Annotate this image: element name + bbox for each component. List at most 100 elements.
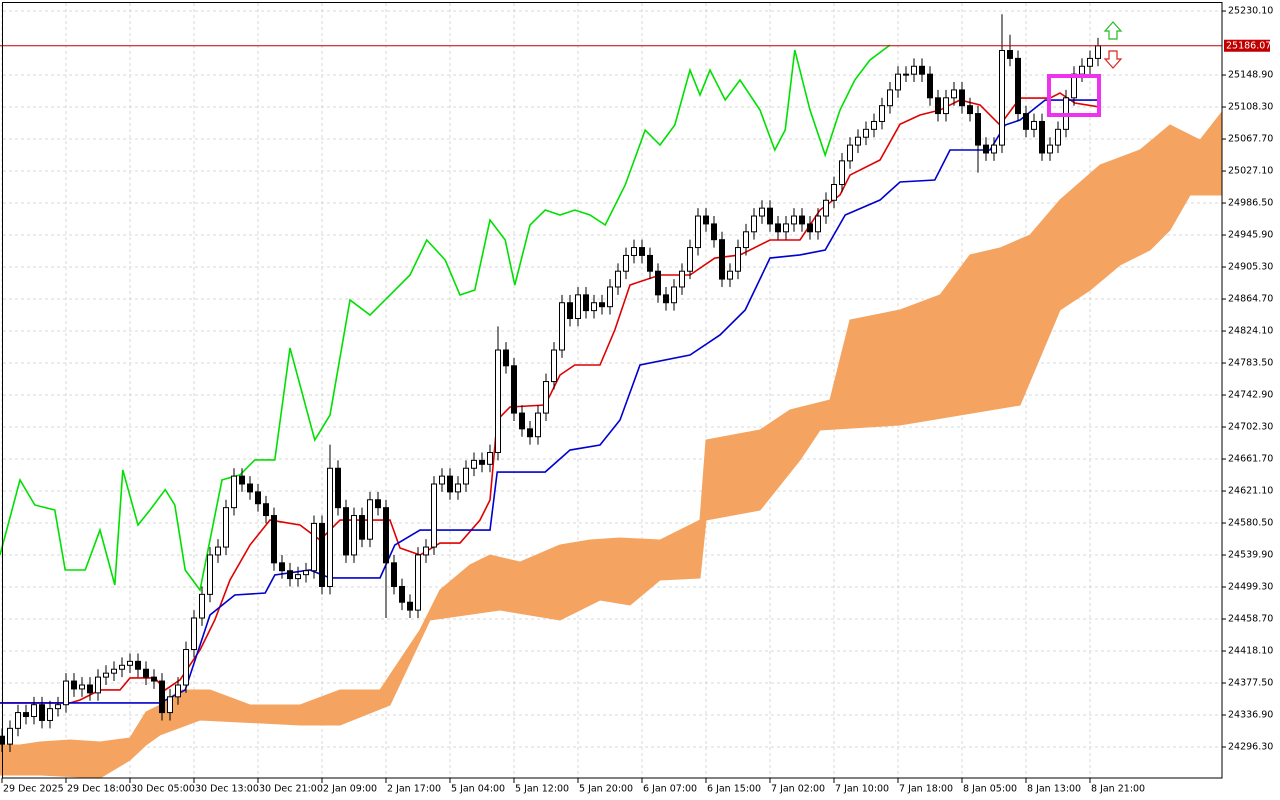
candle-body (311, 522, 317, 572)
y-tick-label: 24458.70 (1228, 614, 1273, 625)
y-tick-label: 25148.90 (1228, 70, 1273, 81)
axis-layer: 25230.10 25148.90 25108.30 25067.70 25027.10… (1, 6, 1273, 795)
candle-body (503, 349, 509, 367)
candle-body (999, 50, 1005, 146)
candle-body (1031, 120, 1037, 130)
candle-body (743, 231, 749, 249)
x-tick-label: 8 Jan 21:00 (1091, 784, 1145, 795)
y-tick-label: 24661.70 (1228, 454, 1273, 465)
candle-body (847, 144, 853, 162)
candle-body (455, 483, 461, 493)
candle-body (287, 570, 293, 580)
candle-body (679, 270, 685, 288)
candle-body (695, 215, 701, 249)
y-tick-label: 24824.10 (1228, 326, 1273, 337)
candle-body (319, 522, 325, 587)
current-price-tag (1224, 39, 1270, 52)
candle-body (103, 672, 109, 678)
candle-body (359, 515, 365, 540)
candle-body (191, 617, 197, 651)
candle-body (479, 459, 485, 465)
candle-body (175, 684, 181, 698)
candle-body (63, 680, 69, 706)
y-tick-label: 24418.10 (1228, 646, 1273, 657)
candle-body (591, 302, 597, 312)
candle-body (1087, 57, 1093, 67)
x-tick-label: 6 Jan 15:00 (707, 784, 761, 795)
x-tick-label: 30 Dec 21:00 (259, 784, 323, 795)
y-tick-label: 24377.50 (1228, 678, 1273, 689)
candle-body (263, 503, 269, 517)
y-tick-label: 24864.70 (1228, 294, 1273, 305)
y-tick-label: 24905.30 (1228, 262, 1273, 273)
layers: 25186.07 25230.10 25148.90 25108.30 25067.70… (0, 3, 1273, 795)
candle-body (399, 585, 405, 603)
candle-body (119, 664, 125, 670)
x-tick-label: 5 Jan 04:00 (451, 784, 505, 795)
candle-body (447, 475, 453, 493)
candle-body (879, 105, 885, 122)
candle-body (815, 215, 821, 233)
candle-body (7, 727, 13, 745)
y-tick-label: 24783.50 (1228, 358, 1273, 369)
candle-body (991, 144, 997, 154)
y-tick-label: 24539.90 (1228, 550, 1273, 561)
candle-body (247, 483, 253, 493)
candle-body (639, 247, 645, 256)
candle-body (343, 507, 349, 556)
candle-body (151, 676, 157, 682)
candle-body (463, 467, 469, 485)
candle-body (775, 223, 781, 233)
candle-body (1039, 120, 1045, 154)
candle-body (911, 65, 917, 75)
plot-frame (2, 2, 1223, 779)
candle-body (535, 412, 541, 438)
y-tick-label: 24499.30 (1228, 582, 1273, 593)
y-tick-label: 24945.90 (1228, 230, 1273, 241)
candle-body (615, 270, 621, 288)
candle-body (407, 601, 413, 611)
candle-body (415, 554, 421, 611)
candle-body (223, 507, 229, 548)
candle-body (895, 73, 901, 91)
candle-body (687, 247, 693, 272)
candle-body (863, 128, 869, 138)
candle-body (439, 475, 445, 485)
candle-body (167, 696, 173, 714)
cloud-layer (0, 110, 1223, 779)
candle-body (199, 593, 205, 619)
y-tick-label: 25230.10 (1228, 6, 1273, 17)
candle-body (783, 223, 789, 233)
x-tick-label: 7 Jan 02:00 (771, 784, 825, 795)
candle-body (751, 215, 757, 233)
up-arrow (1103, 21, 1123, 40)
candle-body (159, 680, 165, 714)
candle-body (943, 97, 949, 115)
candle-body (215, 546, 221, 556)
y-tick-label: 24986.50 (1228, 198, 1273, 209)
candle-body (927, 73, 933, 99)
candle-body (583, 294, 589, 312)
candle-body (239, 475, 245, 485)
y-tick-label: 25108.30 (1228, 102, 1273, 113)
candle-body (327, 467, 333, 587)
current-price-label: 25186.07 (1226, 41, 1271, 52)
candle-body (631, 247, 637, 256)
candle-body (831, 184, 837, 201)
candle-body (567, 302, 573, 319)
y-tick-label: 24580.50 (1228, 518, 1273, 529)
candle-body (759, 207, 765, 217)
candle-body (383, 507, 389, 564)
y-tick-label: 25067.70 (1228, 134, 1273, 145)
candle-body (271, 515, 277, 564)
candle-body (111, 668, 117, 674)
x-tick-label: 29 Dec 2025 (3, 784, 64, 795)
candle-body (551, 349, 557, 383)
candle-body (135, 660, 141, 670)
candle-body (623, 254, 629, 272)
candle-body (967, 105, 973, 115)
candle-body (31, 704, 37, 718)
candle-body (703, 215, 709, 225)
candle-body (727, 270, 733, 280)
y-tick-label: 24742.90 (1228, 390, 1273, 401)
